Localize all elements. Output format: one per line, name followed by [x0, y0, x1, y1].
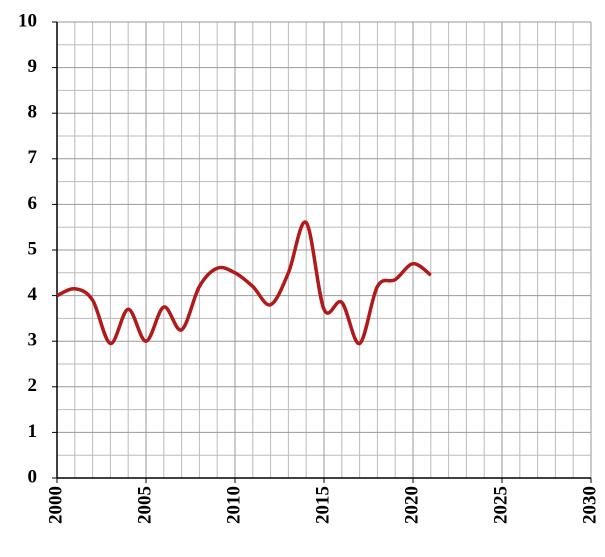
y-tick-label: 5: [28, 238, 38, 259]
y-tick-label: 9: [28, 56, 38, 77]
x-tick-label: 2010: [223, 486, 244, 524]
y-tick-label: 0: [28, 466, 38, 487]
x-tick-label: 2020: [401, 486, 422, 524]
y-tick-label: 2: [28, 375, 38, 396]
x-tick-label: 2025: [490, 486, 511, 524]
x-tick-label: 2005: [134, 486, 155, 524]
y-tick-label: 4: [28, 284, 38, 305]
x-tick-label: 2015: [312, 486, 333, 524]
line: [56, 220, 432, 346]
y-tick-label: 6: [28, 193, 38, 214]
y-tick-label: 7: [28, 147, 38, 168]
x-tick-label: 2000: [45, 486, 66, 524]
x-tick-label: 2030: [579, 486, 600, 524]
y-tick-label: 1: [28, 421, 38, 442]
y-tick-label: 8: [28, 102, 38, 123]
y-tick-label: 10: [18, 10, 37, 31]
y-tick-label: 3: [28, 330, 38, 351]
